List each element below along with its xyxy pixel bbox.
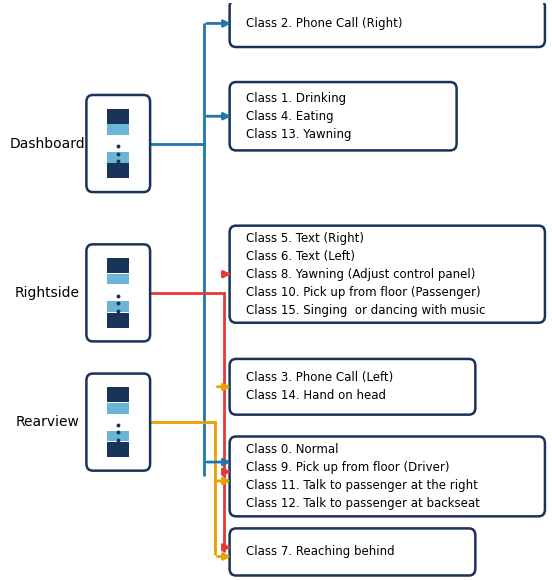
FancyBboxPatch shape bbox=[107, 164, 130, 178]
FancyBboxPatch shape bbox=[107, 274, 130, 284]
Text: Rightside: Rightside bbox=[15, 286, 80, 300]
Text: Rearview: Rearview bbox=[15, 415, 79, 429]
Text: Class 2. Phone Call (Right): Class 2. Phone Call (Right) bbox=[246, 17, 402, 30]
FancyBboxPatch shape bbox=[107, 124, 130, 135]
FancyBboxPatch shape bbox=[230, 0, 545, 47]
FancyBboxPatch shape bbox=[107, 152, 130, 163]
FancyBboxPatch shape bbox=[230, 82, 457, 150]
FancyBboxPatch shape bbox=[87, 244, 150, 342]
Text: Class 3. Phone Call (Left)
Class 14. Hand on head: Class 3. Phone Call (Left) Class 14. Han… bbox=[246, 371, 393, 403]
FancyBboxPatch shape bbox=[107, 403, 130, 414]
Text: Class 7. Reaching behind: Class 7. Reaching behind bbox=[246, 545, 394, 559]
Text: Class 0. Normal
Class 9. Pick up from floor (Driver)
Class 11. Talk to passenger: Class 0. Normal Class 9. Pick up from fl… bbox=[246, 443, 480, 510]
FancyBboxPatch shape bbox=[230, 528, 475, 575]
FancyBboxPatch shape bbox=[107, 258, 130, 273]
Text: Dashboard: Dashboard bbox=[9, 136, 85, 151]
Text: Class 1. Drinking
Class 4. Eating
Class 13. Yawning: Class 1. Drinking Class 4. Eating Class … bbox=[246, 92, 351, 141]
FancyBboxPatch shape bbox=[107, 387, 130, 403]
FancyBboxPatch shape bbox=[230, 226, 545, 322]
FancyBboxPatch shape bbox=[107, 442, 130, 457]
FancyBboxPatch shape bbox=[87, 95, 150, 192]
FancyBboxPatch shape bbox=[230, 359, 475, 415]
FancyBboxPatch shape bbox=[107, 302, 130, 312]
FancyBboxPatch shape bbox=[87, 374, 150, 470]
FancyBboxPatch shape bbox=[107, 313, 130, 328]
FancyBboxPatch shape bbox=[230, 437, 545, 516]
Text: Class 5. Text (Right)
Class 6. Text (Left)
Class 8. Yawning (Adjust control pane: Class 5. Text (Right) Class 6. Text (Lef… bbox=[246, 231, 485, 317]
FancyBboxPatch shape bbox=[107, 109, 130, 124]
FancyBboxPatch shape bbox=[107, 431, 130, 441]
